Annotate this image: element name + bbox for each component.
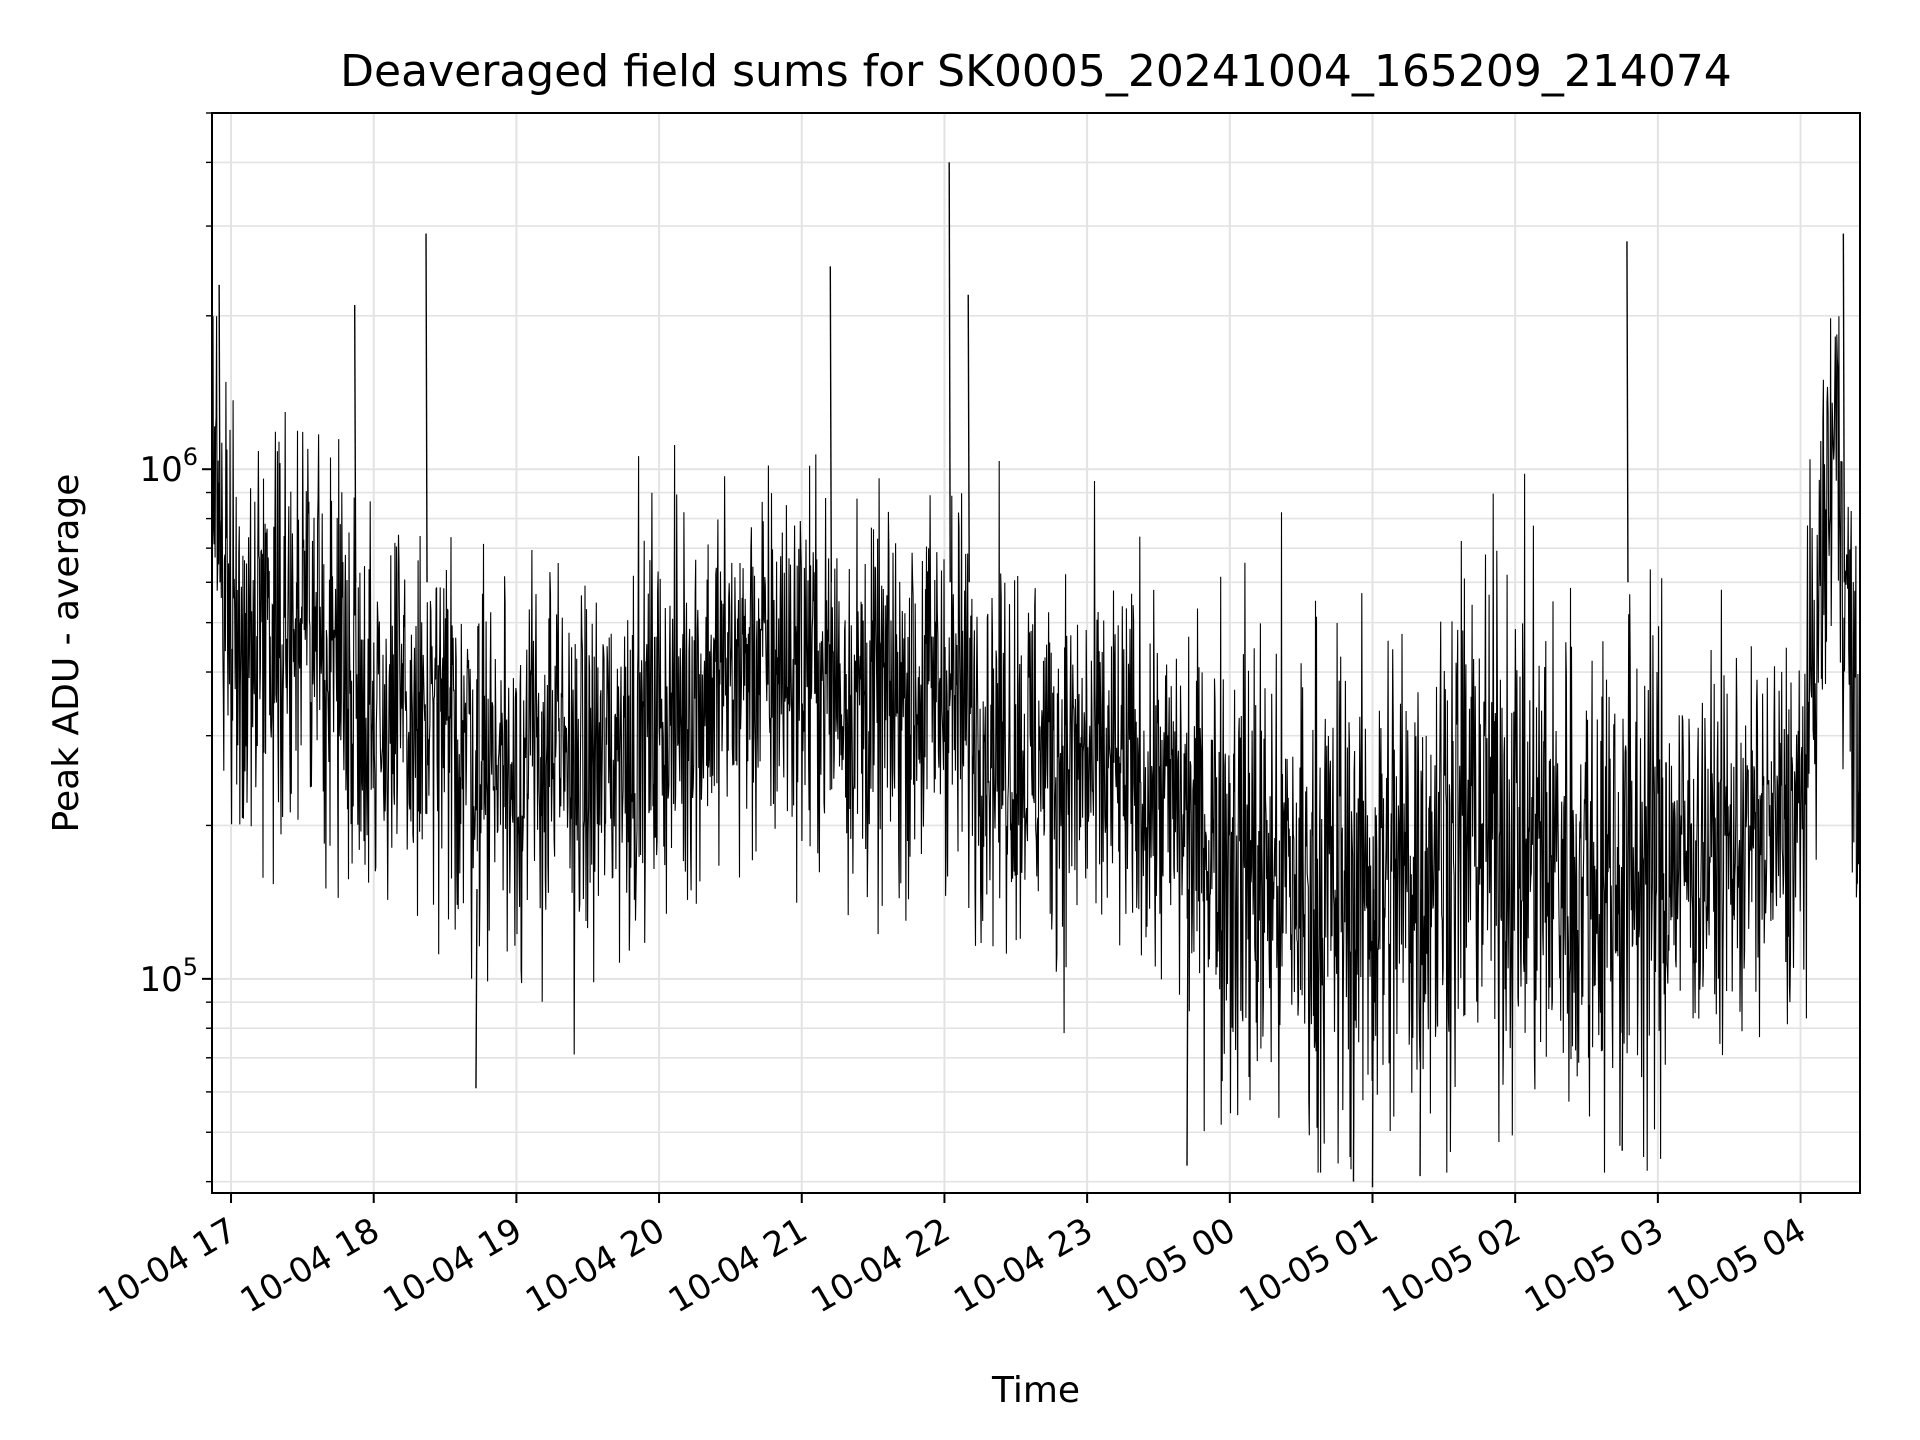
y-tick-label: 106 <box>139 443 198 490</box>
chart-title: Deaveraged field sums for SK0005_2024100… <box>340 46 1732 97</box>
y-axis-label: Peak ADU - average <box>46 474 87 833</box>
y-tick-label-exponent: 5 <box>183 953 198 981</box>
y-tick-label: 105 <box>139 953 198 1000</box>
spike-mark <box>218 284 221 583</box>
spike-mark <box>353 305 357 583</box>
y-tick-label-base: 10 <box>139 450 182 490</box>
y-tick-label-exponent: 6 <box>183 443 198 471</box>
plot-frame <box>211 112 1861 1194</box>
spike-mark <box>948 162 951 583</box>
spike-mark <box>1842 233 1846 583</box>
series-layer <box>211 162 1861 1188</box>
spike-mark <box>829 266 832 583</box>
dip-mark <box>475 889 478 1089</box>
spike-mark <box>967 294 970 583</box>
y-tick-label-base: 10 <box>139 960 182 1000</box>
spike-mark <box>425 233 428 583</box>
dip-mark <box>1371 889 1375 1188</box>
spike-mark <box>1626 241 1629 583</box>
x-axis-label: Time <box>991 1370 1080 1411</box>
series-line <box>211 316 1861 1173</box>
dip-mark <box>1621 889 1624 1151</box>
dip-mark <box>1352 889 1356 1182</box>
dip-mark <box>1419 889 1422 1177</box>
dip-mark <box>1186 889 1189 1166</box>
